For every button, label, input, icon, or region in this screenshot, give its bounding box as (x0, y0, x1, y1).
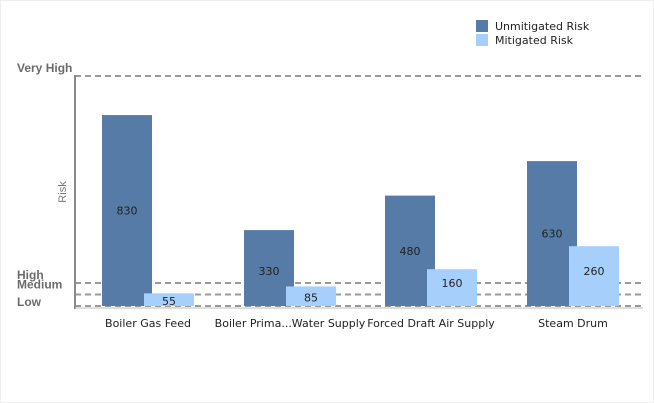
threshold-label: Medium (17, 278, 62, 292)
bar-unmitigated[interactable] (527, 161, 577, 306)
data-label: 85 (304, 291, 318, 304)
y-axis-label: Risk (57, 181, 69, 203)
bar-mitigated[interactable] (427, 269, 477, 306)
bar-mitigated[interactable] (286, 286, 336, 306)
data-label: 330 (259, 265, 280, 278)
x-tick-label: Forced Draft Air Supply (367, 317, 495, 330)
data-label: 55 (162, 295, 176, 308)
x-tick-label: Boiler Prima...Water Supply (215, 317, 366, 330)
data-label: 830 (117, 205, 138, 218)
legend-swatch (476, 34, 488, 46)
bar-mitigated[interactable] (144, 293, 194, 306)
legend-label: Mitigated Risk (495, 34, 574, 47)
axes (74, 75, 643, 309)
legend-label: Unmitigated Risk (495, 20, 590, 33)
data-label: 630 (542, 228, 563, 241)
x-tick-labels: Boiler Gas Feed Boiler Prima...Water Supp… (105, 317, 608, 330)
threshold-label: Low (17, 295, 42, 309)
x-tick-label: Steam Drum (538, 317, 608, 330)
bar-mitigated[interactable] (569, 246, 619, 306)
bar-unmitigated[interactable] (102, 115, 152, 306)
bar-unmitigated[interactable] (385, 195, 435, 306)
bar-unmitigated[interactable] (244, 230, 294, 306)
data-label: 480 (400, 245, 421, 258)
legend-swatch (476, 20, 488, 32)
threshold-label: High (17, 268, 44, 282)
x-tick-label: Boiler Gas Feed (105, 317, 191, 330)
bars: 830 55 330 85 480 160 630 260 (102, 115, 619, 308)
data-label: 260 (584, 265, 605, 278)
data-label: 160 (442, 277, 463, 290)
threshold-label: Very High (17, 61, 72, 75)
